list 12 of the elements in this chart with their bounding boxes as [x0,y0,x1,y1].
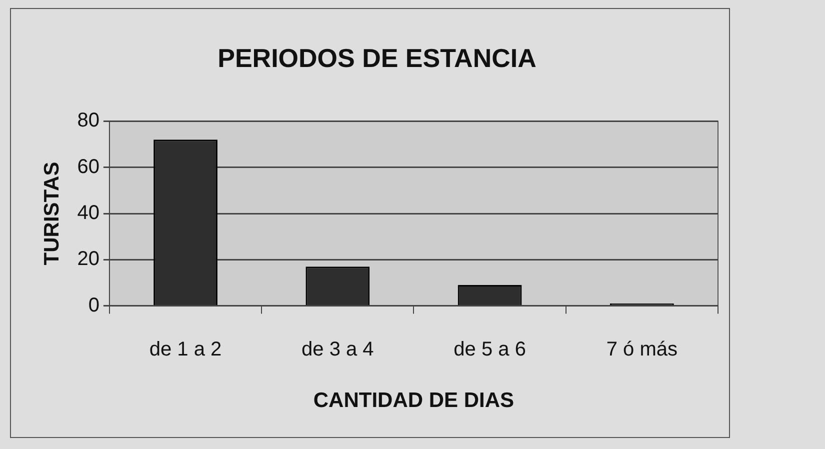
y-tick-label: 0 [88,294,100,316]
x-tick-label: de 3 a 4 [302,338,374,360]
x-tick-label: de 1 a 2 [149,338,222,360]
x-tick-label: de 5 a 6 [454,338,526,360]
y-tick-label: 80 [77,110,100,132]
x-axis-title: CANTIDAD DE DIAS [313,389,514,412]
chart-title: PERIODOS DE ESTANCIA [218,42,537,73]
x-tick-label: 7 ó más [606,338,678,360]
y-tick-label: 60 [77,156,100,178]
y-tick-label: 20 [77,248,100,270]
y-tick-label: 40 [77,202,100,224]
y-axis-title: TURISTAS [40,162,64,266]
